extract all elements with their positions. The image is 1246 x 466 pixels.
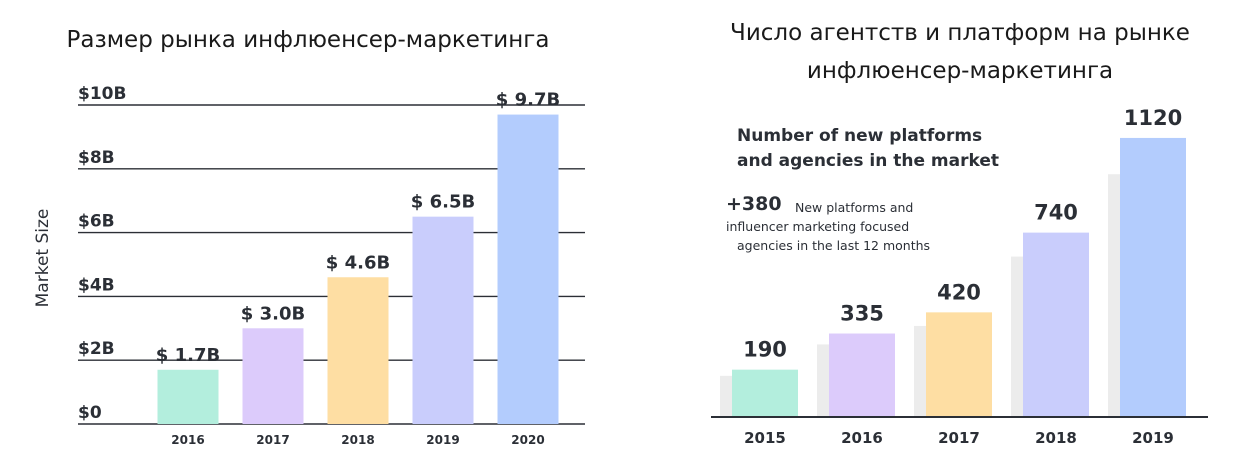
left-y-tick: $10B — [78, 84, 126, 104]
left-value-label: $ 9.7B — [496, 90, 560, 111]
right-x-tick: 2017 — [938, 429, 980, 447]
left-y-tick: $8B — [78, 148, 115, 168]
right-bar — [732, 369, 798, 417]
note-line-1: New platforms and — [795, 200, 913, 215]
left-bar — [412, 216, 474, 424]
y-axis-label: Market Size — [33, 209, 53, 308]
right-value-label: 1120 — [1124, 106, 1182, 130]
right-bar — [829, 333, 895, 417]
right-bar — [926, 312, 992, 417]
left-bars — [157, 114, 559, 424]
left-bar — [327, 277, 389, 424]
left-x-tick: 2019 — [426, 433, 459, 447]
platforms-agencies-chart: Число агентств и платформ на рынке инфлю… — [711, 20, 1208, 447]
right-value-label: 420 — [937, 280, 981, 304]
right-x-tick: 2015 — [744, 429, 786, 447]
left-bar — [157, 369, 219, 424]
left-x-tick: 2016 — [171, 433, 204, 447]
left-chart-title: Размер рынка инфлюенсер-маркетинга — [67, 27, 550, 53]
right-bar — [1023, 232, 1089, 417]
left-x-tick-labels: 2016 2017 2018 2019 2020 — [171, 433, 544, 447]
left-y-tick: $4B — [78, 275, 115, 295]
note-value: +380 — [726, 193, 782, 215]
left-x-tick: 2020 — [511, 433, 544, 447]
note-line-3: agencies in the last 12 months — [737, 238, 930, 253]
right-x-tick: 2016 — [841, 429, 883, 447]
left-value-label: $ 4.6B — [326, 252, 390, 273]
left-bar — [242, 328, 304, 424]
right-value-labels: 190 335 420 740 1120 — [743, 106, 1182, 362]
left-bar — [497, 114, 559, 424]
right-chart-title-line-2: инфлюенсер-маркетинга — [807, 58, 1113, 84]
right-value-label: 740 — [1034, 201, 1078, 225]
left-value-labels: $ 1.7B $ 3.0B $ 4.6B $ 6.5B $ 9.7B — [156, 90, 560, 366]
market-size-chart: Размер рынка инфлюенсер-маркетинга Marke… — [33, 27, 585, 447]
right-x-tick: 2019 — [1132, 429, 1174, 447]
left-value-label: $ 1.7B — [156, 345, 220, 366]
right-value-label: 190 — [743, 338, 787, 362]
left-y-tick-labels: $0 $2B $4B $6B $8B $10B — [78, 84, 126, 423]
left-y-tick: $0 — [78, 403, 102, 423]
left-y-tick: $6B — [78, 212, 115, 232]
inner-title-line-1: Number of new platforms — [737, 126, 982, 146]
left-x-tick: 2018 — [341, 433, 374, 447]
left-y-tick: $2B — [78, 339, 115, 359]
right-bars — [732, 137, 1186, 417]
right-x-tick: 2018 — [1035, 429, 1077, 447]
left-value-label: $ 6.5B — [411, 192, 475, 213]
right-chart-title-line-1: Число агентств и платформ на рынке — [730, 20, 1190, 46]
right-x-tick-labels: 2015 2016 2017 2018 2019 — [744, 429, 1174, 447]
right-bar — [1120, 137, 1186, 417]
left-x-tick: 2017 — [256, 433, 289, 447]
right-value-label: 335 — [840, 302, 884, 326]
left-value-label: $ 3.0B — [241, 303, 305, 324]
inner-title-line-2: and agencies in the market — [737, 151, 999, 171]
note-line-2: influencer marketing focused — [726, 219, 909, 234]
